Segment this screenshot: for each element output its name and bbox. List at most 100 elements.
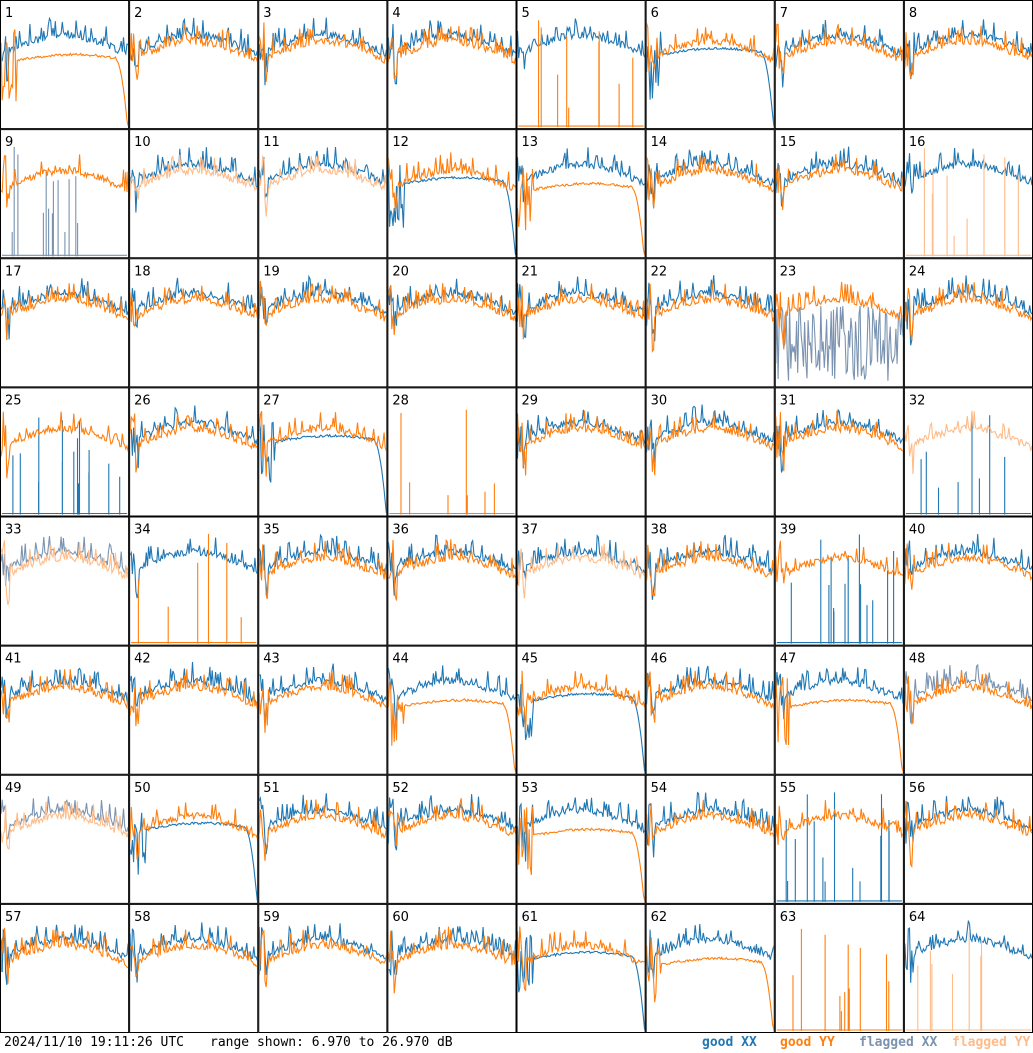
series-yy-good — [1, 669, 129, 723]
series-xx-good — [776, 792, 902, 902]
series-xx-good — [130, 405, 258, 469]
panel-number: 49 — [5, 781, 22, 796]
panel-11: 11 — [258, 129, 388, 259]
panel-33: 33 — [0, 516, 130, 646]
panel-number: 59 — [263, 910, 280, 925]
panel-47: 47 — [774, 645, 904, 775]
panel-number: 25 — [5, 393, 22, 408]
series-xx-good — [388, 20, 516, 85]
series-yy-good — [904, 25, 1032, 79]
panel-number: 57 — [5, 910, 22, 925]
series-yy-good — [904, 800, 1032, 869]
panel-number: 55 — [780, 781, 797, 796]
series-yy-flagged — [905, 148, 1031, 257]
series-yy-good — [517, 283, 645, 340]
panel-number: 21 — [522, 264, 539, 279]
series-xx-good — [259, 17, 387, 86]
series-yy-good — [646, 541, 774, 597]
series-yy-good — [259, 280, 387, 327]
panel-46: 46 — [645, 645, 775, 775]
panel-frame — [903, 645, 1033, 775]
panel-40: 40 — [903, 516, 1033, 646]
panel-number: 12 — [392, 135, 409, 150]
series-yy-good — [775, 154, 903, 210]
panel-number: 39 — [780, 523, 797, 538]
series-xx-good — [1, 278, 129, 340]
panel-number: 17 — [5, 264, 22, 279]
panel-48: 48 — [903, 645, 1033, 775]
series-yy-good — [646, 937, 774, 1030]
series-xx-good — [517, 409, 645, 469]
panel-frame — [516, 0, 646, 130]
series-yy-good — [259, 411, 387, 477]
series-yy-good — [131, 533, 257, 644]
series-yy-good — [646, 23, 774, 72]
series-yy-good — [388, 25, 516, 80]
series-yy-good — [517, 806, 645, 901]
panel-6: 6 — [645, 0, 775, 130]
series-yy-good — [775, 281, 903, 350]
series-xx-good — [775, 667, 903, 720]
series-xx-good — [517, 147, 645, 209]
legend-flagged-xx: flagged XX — [859, 1035, 938, 1050]
panel-37: 37 — [516, 516, 646, 646]
panel-number: 3 — [263, 6, 271, 21]
panel-39: 39 — [774, 516, 904, 646]
panel-frame — [903, 516, 1033, 646]
panel-number: 62 — [651, 910, 668, 925]
panel-8: 8 — [903, 0, 1033, 130]
timestamp: 2024/11/10 19:11:26 UTC — [4, 1035, 185, 1050]
panel-number: 60 — [392, 910, 409, 925]
panel-38: 38 — [645, 516, 775, 646]
panel-frame — [903, 0, 1033, 130]
panel-frame — [129, 516, 259, 646]
panel-frame — [258, 258, 388, 388]
panel-frame — [516, 903, 646, 1033]
legend-good-xx: good XX — [702, 1035, 757, 1050]
series-yy-good — [1, 411, 129, 479]
panel-20: 20 — [387, 258, 517, 388]
series-xx-good — [517, 797, 645, 862]
series-yy-good — [904, 669, 1032, 725]
series-xx-good — [130, 537, 258, 599]
panel-frame — [129, 903, 259, 1033]
panel-number: 33 — [5, 523, 22, 538]
series-yy-good — [775, 800, 903, 845]
panel-number: 54 — [651, 781, 668, 796]
panel-frame — [774, 903, 904, 1033]
panel-frame — [516, 774, 646, 904]
panel-number: 11 — [263, 135, 280, 150]
series-yy-good — [646, 411, 774, 476]
panel-frame — [774, 0, 904, 130]
panel-26: 26 — [129, 387, 259, 517]
panel-number: 41 — [5, 652, 22, 667]
panel-frame — [129, 645, 259, 775]
series-xx-good — [775, 20, 903, 88]
legend-flagged-yy: flagged YY — [952, 1035, 1031, 1050]
panel-19: 19 — [258, 258, 388, 388]
series-yy-good — [646, 154, 774, 208]
series-yy-good — [775, 23, 903, 74]
series-xx-good — [130, 277, 258, 329]
legend-good-yy: good YY — [780, 1035, 835, 1050]
series-xx-good — [517, 683, 645, 772]
panel-number: 48 — [909, 652, 926, 667]
panel-frame — [0, 516, 130, 646]
panel-number: 18 — [134, 264, 151, 279]
panel-number: 27 — [263, 393, 280, 408]
panel-15: 15 — [774, 129, 904, 259]
series-yy-good — [388, 283, 516, 336]
panel-frame — [387, 0, 517, 130]
series-yy-flagged — [904, 410, 1032, 475]
panel-number: 5 — [522, 6, 530, 21]
panel-frame — [645, 903, 775, 1033]
panel-64: 64 — [903, 903, 1033, 1033]
panel-41: 41 — [0, 645, 130, 775]
series-xx-good — [646, 149, 774, 209]
series-xx-good — [646, 275, 774, 342]
panel-61: 61 — [516, 903, 646, 1033]
series-yy-flagged — [1, 801, 129, 850]
series-yy-flagged — [1, 540, 129, 606]
panel-frame — [645, 387, 775, 517]
panel-frame — [0, 0, 130, 130]
